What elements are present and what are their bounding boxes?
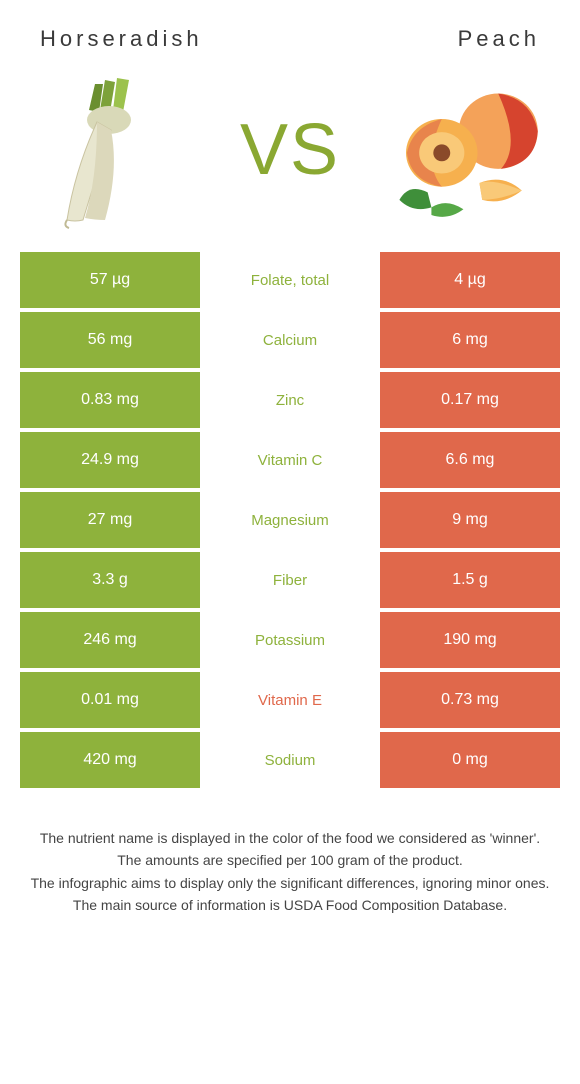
value-left: 3.3 g — [20, 552, 200, 608]
value-left: 0.01 mg — [20, 672, 200, 728]
value-right: 0.17 mg — [380, 372, 560, 428]
nutrient-label: Magnesium — [200, 492, 380, 548]
value-left: 246 mg — [20, 612, 200, 668]
table-row: 27 mgMagnesium9 mg — [20, 492, 560, 548]
food-title-right: Peach — [458, 26, 540, 52]
value-left: 57 µg — [20, 252, 200, 308]
hero-row: VS — [0, 62, 580, 252]
nutrient-table: 57 µgFolate, total4 µg56 mgCalcium6 mg0.… — [20, 252, 560, 788]
value-right: 0 mg — [380, 732, 560, 788]
table-row: 3.3 gFiber1.5 g — [20, 552, 560, 608]
table-row: 24.9 mgVitamin C6.6 mg — [20, 432, 560, 488]
value-left: 420 mg — [20, 732, 200, 788]
value-right: 0.73 mg — [380, 672, 560, 728]
nutrient-label: Calcium — [200, 312, 380, 368]
value-right: 9 mg — [380, 492, 560, 548]
table-row: 0.83 mgZinc0.17 mg — [20, 372, 560, 428]
footer-line-3: The infographic aims to display only the… — [24, 873, 556, 893]
table-row: 57 µgFolate, total4 µg — [20, 252, 560, 308]
value-right: 190 mg — [380, 612, 560, 668]
value-right: 6 mg — [380, 312, 560, 368]
nutrient-label: Sodium — [200, 732, 380, 788]
value-left: 27 mg — [20, 492, 200, 548]
value-right: 4 µg — [380, 252, 560, 308]
table-row: 420 mgSodium0 mg — [20, 732, 560, 788]
nutrient-label: Fiber — [200, 552, 380, 608]
footer-line-2: The amounts are specified per 100 gram o… — [24, 850, 556, 870]
footer-line-1: The nutrient name is displayed in the co… — [24, 828, 556, 848]
vs-label: VS — [240, 109, 340, 191]
horseradish-image — [30, 70, 190, 230]
nutrient-label: Potassium — [200, 612, 380, 668]
nutrient-label: Zinc — [200, 372, 380, 428]
table-row: 246 mgPotassium190 mg — [20, 612, 560, 668]
peach-image — [390, 70, 550, 230]
food-title-left: Horseradish — [40, 26, 203, 52]
table-row: 56 mgCalcium6 mg — [20, 312, 560, 368]
value-left: 24.9 mg — [20, 432, 200, 488]
footer-notes: The nutrient name is displayed in the co… — [0, 792, 580, 915]
value-right: 1.5 g — [380, 552, 560, 608]
nutrient-label: Vitamin C — [200, 432, 380, 488]
value-right: 6.6 mg — [380, 432, 560, 488]
table-row: 0.01 mgVitamin E0.73 mg — [20, 672, 560, 728]
header: Horseradish Peach — [0, 0, 580, 62]
value-left: 0.83 mg — [20, 372, 200, 428]
nutrient-label: Vitamin E — [200, 672, 380, 728]
nutrient-label: Folate, total — [200, 252, 380, 308]
value-left: 56 mg — [20, 312, 200, 368]
footer-line-4: The main source of information is USDA F… — [24, 895, 556, 915]
